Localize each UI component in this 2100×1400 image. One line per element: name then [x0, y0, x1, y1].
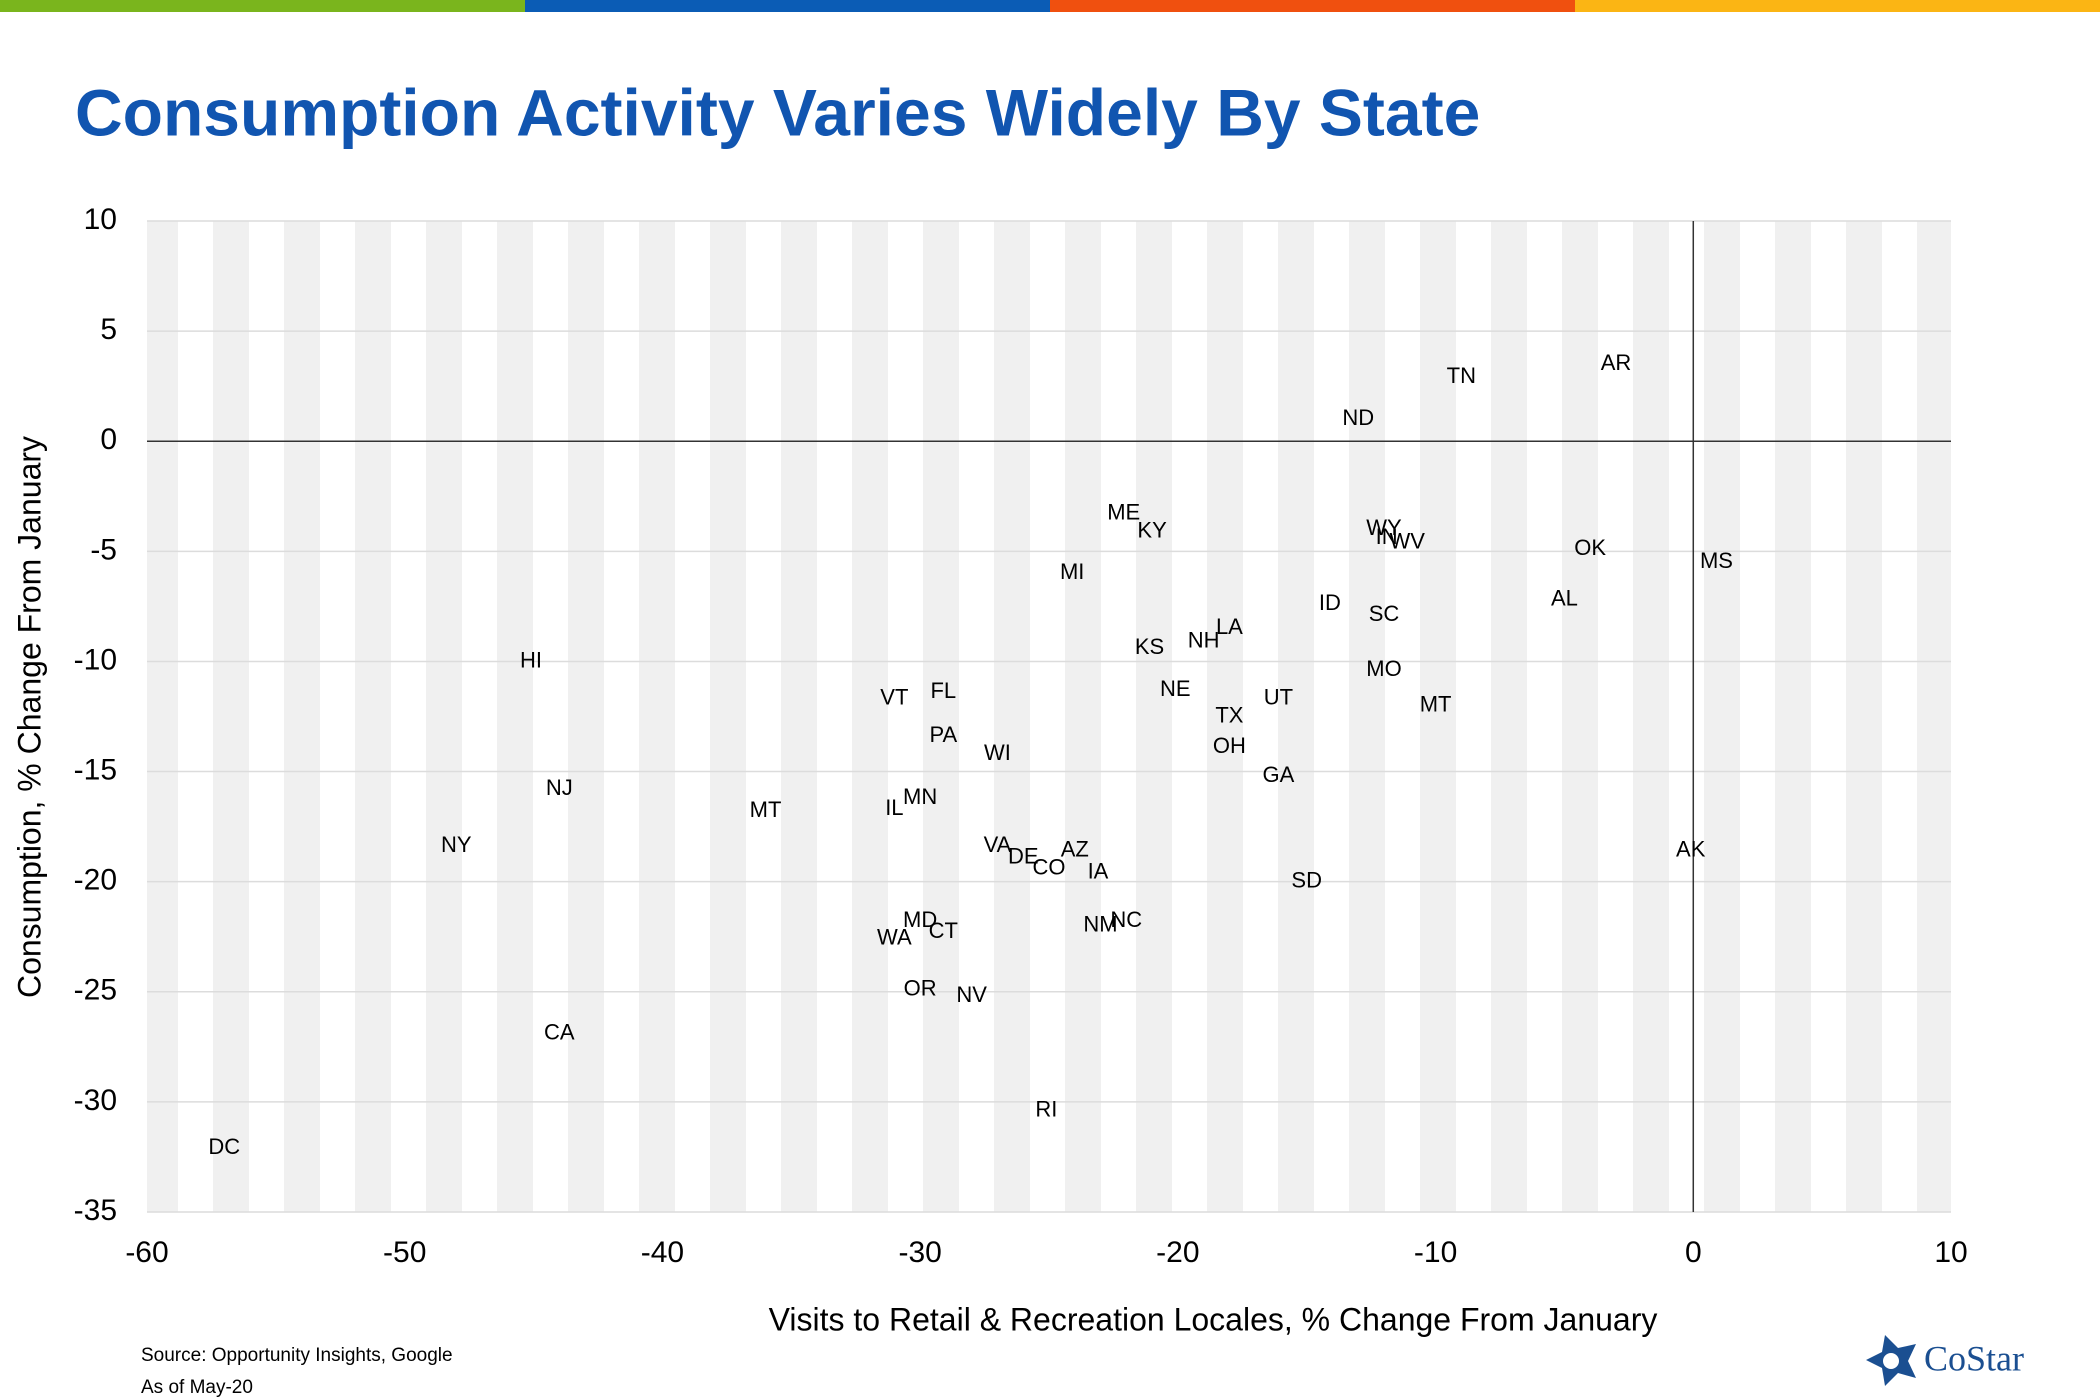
point-label: NV: [956, 982, 987, 1007]
point-label: GA: [1262, 762, 1294, 787]
point-label: OR: [904, 975, 937, 1000]
x-axis-label: Visits to Retail & Recreation Locales, %…: [769, 1301, 1658, 1337]
logo: CoStar: [1866, 1335, 2024, 1386]
point-label: NM: [1083, 912, 1117, 937]
x-tick-label: 10: [1934, 1236, 1967, 1269]
plot-background: [147, 221, 1951, 1212]
point-label: MT: [750, 797, 782, 822]
point-label: AR: [1601, 350, 1632, 375]
point-label: ND: [1342, 405, 1374, 430]
point-label: MI: [1060, 559, 1084, 584]
point-label: CO: [1033, 854, 1066, 879]
point-label: CT: [929, 918, 958, 943]
date-note: As of May-20: [141, 1377, 253, 1398]
point-label: WI: [984, 740, 1011, 765]
point-label: FL: [930, 678, 956, 703]
point-label: CA: [544, 1019, 575, 1044]
title: Consumption Activity Varies Widely By St…: [75, 75, 1480, 149]
y-tick-label: -5: [90, 533, 117, 566]
point-label: OK: [1574, 535, 1606, 560]
x-tick-label: -60: [125, 1236, 168, 1269]
point-label: DE: [1008, 843, 1039, 868]
point-label: KY: [1137, 517, 1167, 542]
point-label: MS: [1700, 548, 1733, 573]
point-label: NH: [1188, 627, 1220, 652]
x-tick-label: -50: [383, 1236, 426, 1269]
top-bar: [1050, 0, 1575, 12]
point-label: ME: [1107, 500, 1140, 525]
point-label: VA: [984, 832, 1012, 857]
point-label: KS: [1135, 634, 1164, 659]
point-label: SC: [1369, 601, 1400, 626]
point-label: OH: [1213, 733, 1246, 758]
point-label: SD: [1291, 867, 1322, 892]
point-label: NE: [1160, 676, 1191, 701]
point-label: IN: [1376, 524, 1398, 549]
point-label: HI: [520, 647, 542, 672]
point-label: UT: [1264, 685, 1293, 710]
y-tick-label: -10: [74, 643, 117, 676]
point-label: IL: [885, 795, 903, 820]
y-tick-label: -35: [74, 1194, 117, 1227]
y-tick-label: 0: [100, 423, 117, 456]
point-label: MN: [903, 784, 937, 809]
point-label: AK: [1676, 837, 1706, 862]
y-tick-label: -25: [74, 974, 117, 1007]
y-tick-label: -30: [74, 1084, 117, 1117]
point-label: WV: [1389, 528, 1425, 553]
y-axis-label: Consumption, % Change From January: [11, 436, 47, 998]
top-bar: [0, 0, 525, 12]
y-tick-label: 10: [84, 203, 117, 236]
point-label: ID: [1319, 590, 1341, 615]
point-label: VT: [880, 685, 908, 710]
x-tick-label: 0: [1685, 1236, 1702, 1269]
x-tick-label: -30: [898, 1236, 941, 1269]
point-label: NJ: [546, 775, 573, 800]
point-label: MD: [903, 907, 937, 932]
point-label: TN: [1447, 363, 1476, 388]
point-label: AZ: [1061, 837, 1089, 862]
x-tick-label: -40: [641, 1236, 684, 1269]
point-label: DC: [208, 1134, 240, 1159]
point-label: MT: [1420, 691, 1452, 716]
point-label: PA: [929, 722, 957, 747]
point-label: AL: [1551, 586, 1578, 611]
logo-text: CoStar: [1924, 1338, 2024, 1378]
point-label: WA: [877, 925, 912, 950]
point-label: WY: [1366, 515, 1402, 540]
source-note: Source: Opportunity Insights, Google: [141, 1345, 453, 1366]
point-label: MO: [1366, 656, 1401, 681]
point-label: TX: [1215, 702, 1243, 727]
y-tick-label: 5: [100, 313, 117, 346]
point-label: LA: [1216, 614, 1243, 639]
point-label: NY: [441, 832, 472, 857]
point-label: NC: [1110, 907, 1142, 932]
top-bar: [525, 0, 1050, 12]
point-label: IA: [1088, 859, 1109, 884]
x-tick-label: -10: [1414, 1236, 1457, 1269]
point-label: RI: [1035, 1097, 1057, 1122]
y-tick-label: -20: [74, 864, 117, 897]
x-tick-label: -20: [1156, 1236, 1199, 1269]
top-bar: [1575, 0, 2100, 12]
y-tick-label: -15: [74, 753, 117, 786]
